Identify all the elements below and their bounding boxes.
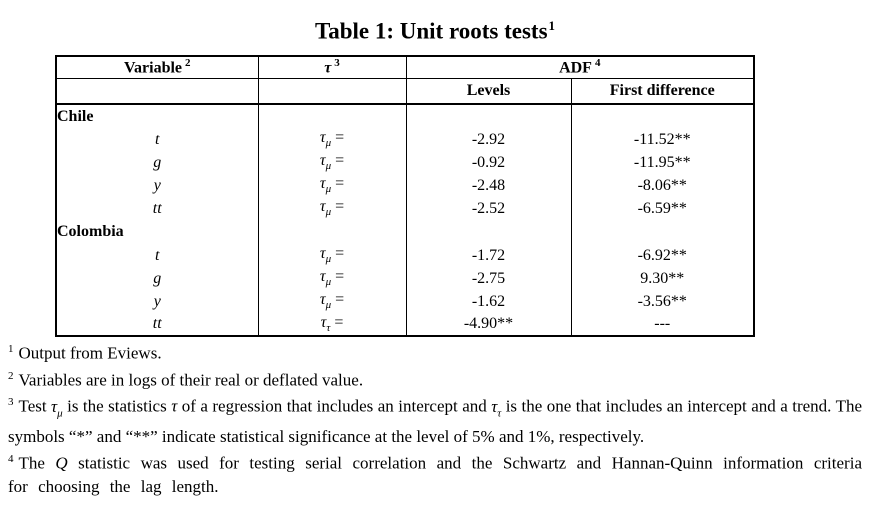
table-header-row-2: Levels First difference: [56, 78, 755, 105]
footnote-4: 4 The Q statistic was used for testing se…: [8, 453, 862, 497]
tau-tau-symbol: ττ: [491, 396, 502, 420]
table-title: Table 1: Unit roots tests1: [0, 11, 870, 47]
levels-subheader: Levels: [405, 78, 571, 105]
variable-column-header: Variable 2: [56, 56, 258, 79]
tau-cell: τμ =: [257, 267, 406, 290]
table-row: g τμ = -2.75 9.30**: [56, 267, 755, 290]
variable-cell: t: [155, 246, 160, 264]
table-title-text: Table 1: Unit roots tests: [314, 18, 548, 44]
table-row: tt ττ = -4.90** ---: [56, 313, 755, 336]
table-row: t τμ = -2.92 -11.52**: [56, 128, 755, 151]
tau-cell: τμ =: [257, 151, 406, 174]
footnotes-block: 1 Output from Eviews. 2 Variables are in l…: [8, 338, 862, 498]
tau-footnote-marker: 3: [334, 57, 340, 70]
variable-cell: g: [153, 153, 162, 171]
levels-cell: -1.72: [405, 244, 571, 267]
first-difference-cell: -6.59**: [570, 197, 755, 220]
tau-cell: τμ =: [257, 128, 406, 151]
variable-cell: y: [153, 292, 161, 310]
table-row: y τμ = -2.48 -8.06**: [56, 174, 755, 197]
variable-cell: g: [153, 269, 162, 287]
table-section-row: Chile: [56, 104, 755, 128]
footnote-3: 3 Test τμ is the statistics τ of a regres…: [8, 396, 862, 447]
levels-cell: -4.90**: [405, 313, 571, 336]
section-cell: Chile: [57, 107, 94, 125]
tau-mu-symbol: τμ: [51, 396, 63, 420]
levels-cell: -2.48: [405, 174, 571, 197]
first-difference-cell: -8.06**: [570, 174, 755, 197]
first-difference-cell: -6.92**: [570, 244, 755, 267]
adf-footnote-marker: 4: [594, 57, 601, 70]
empty-header-cell: [257, 78, 406, 105]
table-row: y τμ = -1.62 -3.56**: [56, 290, 755, 313]
variable-cell: tt: [152, 199, 162, 217]
levels-cell: -0.92: [405, 151, 571, 174]
footnote-1-marker: 1: [8, 343, 14, 355]
tau-cell: τμ =: [257, 174, 406, 197]
table-row: tt τμ = -2.52 -6.59**: [56, 197, 755, 220]
tau-symbol: τ: [171, 396, 178, 416]
variable-footnote-marker: 2: [185, 57, 191, 70]
first-difference-subheader: First difference: [570, 78, 755, 105]
levels-cell: -2.52: [405, 197, 571, 220]
section-cell: Colombia: [57, 223, 124, 240]
first-difference-cell: 9.30**: [570, 267, 755, 290]
q-statistic-symbol: Q: [55, 454, 68, 474]
variable-cell: tt: [152, 315, 162, 332]
table-section-row: Colombia: [56, 220, 755, 244]
footnote-4-marker: 4: [8, 453, 14, 466]
variable-cell: t: [155, 130, 160, 148]
variable-cell: y: [153, 176, 161, 194]
tau-cell: τμ =: [257, 197, 406, 220]
footnote-1: 1 Output from Eviews.: [8, 343, 162, 363]
table-title-footnote-marker: 1: [548, 18, 556, 33]
tau-cell: ττ =: [257, 313, 406, 336]
levels-cell: -2.92: [405, 128, 571, 151]
first-difference-cell: ---: [570, 313, 755, 336]
first-difference-cell: -3.56**: [570, 290, 755, 313]
table-row: t τμ = -1.72 -6.92**: [56, 244, 755, 267]
table-row: g τμ = -0.92 -11.95**: [56, 151, 755, 174]
levels-cell: -2.75: [405, 267, 571, 290]
footnote-2: 2 Variables are in logs of their real or …: [8, 369, 364, 390]
levels-cell: -1.62: [405, 290, 571, 313]
footnote-3-marker: 3: [8, 396, 14, 409]
first-difference-cell: -11.95**: [570, 151, 755, 174]
first-difference-cell: -11.52**: [570, 128, 755, 151]
footnote-2-marker: 2: [8, 369, 14, 382]
empty-header-cell: [56, 78, 258, 105]
adf-column-header: ADF 4: [405, 56, 755, 79]
tau-cell: τμ =: [257, 290, 406, 313]
tau-cell: τμ =: [257, 244, 406, 267]
